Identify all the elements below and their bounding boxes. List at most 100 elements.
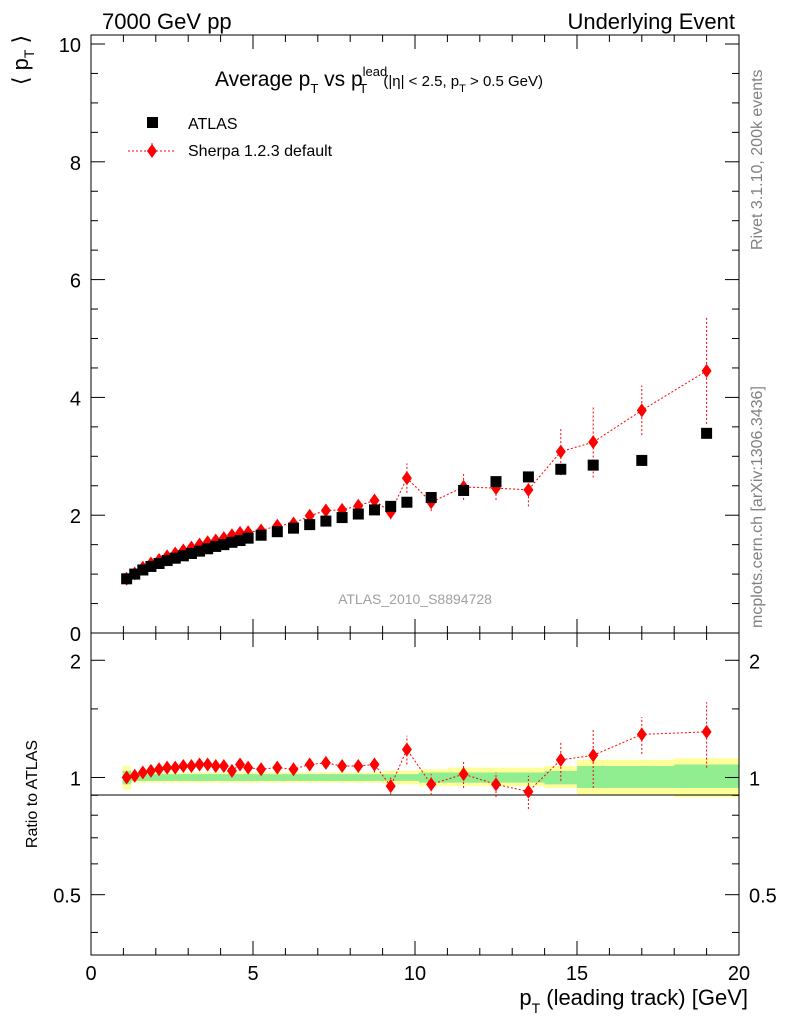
ratio-ytick-labels: 0.5 0.5 1 1 2 2	[53, 651, 777, 907]
main-ylabel: ⟨ pT ⟩	[8, 35, 37, 85]
main-atlas-point	[271, 526, 283, 538]
main-sherpa-line	[126, 370, 707, 580]
ratio-ytick-label-right: 0.5	[749, 886, 777, 908]
main-atlas-point	[336, 512, 348, 524]
xtick-label: 15	[566, 963, 588, 985]
ratio-sherpa-series	[121, 702, 712, 809]
ratio-sherpa-point	[491, 777, 501, 792]
ratio-sherpa-point	[178, 759, 189, 774]
main-title: Average pT vs plead T (|η| < 2.5, pT > 0.…	[215, 64, 543, 96]
main-atlas-point	[161, 555, 173, 567]
main-atlas-point	[185, 547, 197, 559]
ratio-band-inner-bin	[577, 766, 618, 788]
main-atlas-point	[218, 539, 230, 551]
ratio-band-inner-bin	[512, 772, 546, 783]
main-sherpa-point	[588, 435, 599, 450]
legend-sherpa-label: Sherpa 1.2.3 default	[188, 143, 333, 160]
ratio-sherpa-point	[272, 760, 283, 775]
main-atlas-point	[352, 508, 364, 520]
ratio-sherpa-point	[170, 760, 181, 775]
ratio-sherpa-point	[243, 760, 254, 775]
ratio-ticks	[90, 633, 740, 955]
ratio-sherpa-point	[202, 757, 213, 772]
header-left: 7000 GeV pp	[102, 9, 232, 34]
main-ticks	[90, 35, 740, 634]
ratio-band-inner-bin	[254, 774, 270, 781]
ratio-sherpa-point	[226, 763, 237, 778]
ratio-band-inner-bin	[163, 774, 172, 781]
main-atlas-point	[129, 568, 141, 580]
main-atlas-point	[234, 535, 246, 547]
ratio-band-inner-bin	[617, 766, 675, 788]
main-atlas-point	[177, 550, 189, 562]
main-ytick-label: 0	[70, 624, 81, 646]
main-atlas-point	[288, 522, 299, 534]
main-atlas-point	[210, 540, 222, 552]
main-ytick-labels: 0 2 4 6 8 10	[59, 35, 81, 646]
main-ytick-label: 2	[70, 506, 81, 528]
ratio-band-inner-bin	[317, 774, 335, 781]
main-sherpa-point	[701, 363, 712, 378]
ratio-band-inner-bin	[674, 764, 740, 788]
ratio-panel: 0.5 0.5 1 1 2 2 0 5 10 15 20 Ratio to ATLAS pT (l…	[24, 632, 777, 1016]
main-sherpa-point	[320, 503, 331, 518]
ratio-sherpa-point	[210, 759, 221, 774]
main-atlas-point	[320, 515, 332, 527]
ratio-band-inner-bin	[301, 774, 319, 781]
ratio-band-inner-bin	[227, 774, 237, 781]
ratio-sherpa-point	[145, 763, 156, 778]
ratio-band-inner-bin	[544, 770, 578, 785]
xtick-labels: 0 5 10 15 20	[85, 963, 750, 985]
main-atlas-point	[153, 557, 165, 569]
ratio-sherpa-point	[186, 759, 197, 774]
main-panel: 0 2 4 6 8 10 Average pT vs plead T (|η| < 2.5,…	[59, 34, 740, 646]
ratio-sherpa-point	[369, 757, 380, 772]
main-sherpa-point	[523, 482, 534, 497]
xtick-label: 10	[404, 963, 426, 985]
main-sherpa-point	[636, 403, 647, 418]
main-atlas-point	[701, 427, 713, 439]
ratio-sherpa-point	[555, 752, 566, 767]
ratio-band-inner-bin	[244, 774, 256, 781]
rivet-label: Rivet 3.1.10, 200k events	[749, 69, 766, 250]
ratio-band-inner-bin	[171, 774, 180, 781]
legend-atlas-marker	[147, 117, 158, 128]
ratio-band-inner-bin	[235, 774, 245, 781]
xtick-label: 5	[247, 963, 258, 985]
svg-text:⟨ pT ⟩: ⟨ pT ⟩	[8, 35, 37, 85]
main-atlas-point	[145, 560, 157, 572]
main-ytick-label: 6	[70, 271, 81, 293]
ratio-ytick-label: 1	[70, 768, 81, 790]
main-atlas-point	[137, 564, 149, 576]
legend: ATLAS Sherpa 1.2.3 default	[128, 116, 333, 160]
main-atlas-point	[401, 496, 413, 508]
main-atlas-point	[304, 519, 316, 531]
legend-atlas-label: ATLAS	[188, 116, 238, 133]
ratio-sherpa-point	[304, 757, 315, 772]
main-ytick-label: 8	[70, 153, 81, 175]
ratio-band-inner-bin	[285, 774, 303, 781]
ratio-band-inner-bin	[179, 774, 188, 781]
main-atlas-point	[458, 484, 470, 496]
watermark: ATLAS_2010_S8894728	[338, 591, 492, 607]
ratio-sherpa-point	[194, 757, 205, 772]
ratio-sherpa-point	[458, 767, 469, 782]
ratio-sherpa-point	[121, 770, 132, 785]
header-right: Underlying Event	[567, 9, 735, 34]
x-axis-label: pT (leading track) [GeV]	[519, 985, 748, 1016]
ratio-ytick-label: 2	[70, 651, 81, 673]
ratio-sherpa-point	[353, 759, 364, 774]
ratio-band-inner-bin	[334, 774, 351, 781]
ratio-band-inner-bin	[203, 774, 213, 781]
ratio-band-inner-bin	[479, 772, 513, 783]
ratio-ylabel: Ratio to ATLAS	[24, 740, 41, 848]
xtick-label: 0	[85, 963, 96, 985]
ratio-band-inner-bin	[366, 774, 384, 781]
ratio-band-inner-bin	[146, 774, 156, 781]
main-ytick-label: 4	[70, 388, 81, 410]
main-atlas-point	[587, 459, 599, 471]
main-ytick-label: 10	[59, 35, 81, 57]
main-atlas-point	[169, 552, 181, 564]
ratio-sherpa-point	[235, 757, 246, 772]
ratio-band-inner-bin	[398, 774, 420, 781]
